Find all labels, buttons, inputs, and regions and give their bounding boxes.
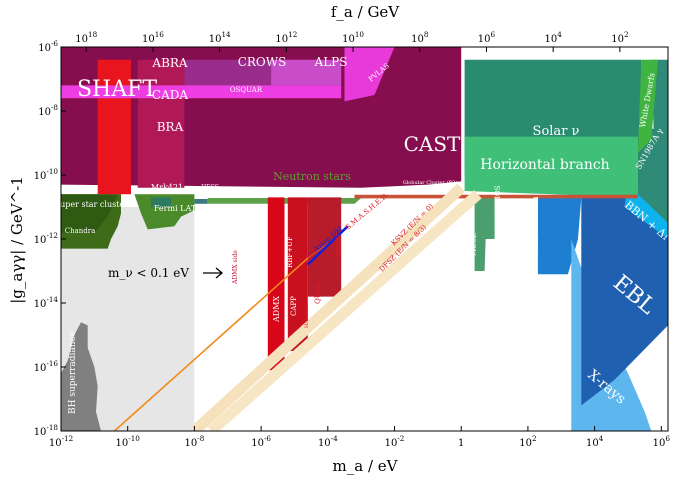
top-axis-label: f_a / GeV <box>331 3 400 21</box>
label-bra: BRA <box>157 120 184 134</box>
top-tick-label: 102 <box>611 30 628 45</box>
label-muse: MUSE <box>470 233 478 256</box>
label-capp: CAPP <box>290 296 298 316</box>
y-tick-label: 10-12 <box>34 231 58 246</box>
neutrino-bound-arrow <box>203 267 224 279</box>
y-axis-label: |g_aγγ| / GeV^-1 <box>8 176 26 304</box>
label-shaft: SHAFT <box>77 77 157 102</box>
label-osquar: OSQUAR <box>230 86 263 94</box>
line-axion-dm <box>306 225 349 266</box>
label-alps: ALPS <box>314 55 348 69</box>
top-tick-label: 1014 <box>209 30 231 45</box>
label-fermi: Fermi LAT <box>154 204 197 213</box>
line-m-0-1-ev <box>113 257 309 431</box>
region-fermi-lat <box>134 194 195 230</box>
region-vimos <box>481 197 495 239</box>
bottom-axis: 10-12 10-10 10-8 10-6 10-4 10-2 1 102 104 106 <box>49 426 671 449</box>
y-tick-label: 10-6 <box>38 39 58 54</box>
top-tick-label: 104 <box>545 30 563 45</box>
top-tick-label: 106 <box>478 30 496 45</box>
x-tick-label: 10-2 <box>385 434 405 449</box>
region-osquar <box>61 85 342 99</box>
label-organ: ORGAN <box>336 234 343 258</box>
x-tick-label: 10-6 <box>251 434 271 449</box>
label-rbf-uf: RBF+UF <box>286 236 294 268</box>
line-ksvz-e-n-0 <box>190 183 465 431</box>
label-admx: ADMX <box>272 296 281 323</box>
y-tick-label: 10-10 <box>34 167 59 182</box>
label-ion-fraction: ion. fraction <box>531 196 541 252</box>
x-tick-label: 10-10 <box>116 434 141 449</box>
label-mrk421: Mrk421 <box>151 183 183 192</box>
x-tick-label: 106 <box>653 434 671 449</box>
line-dfsz-e-n-8-3 <box>207 190 482 431</box>
region-horizontal-branch <box>464 136 638 198</box>
label-super-star-cluster: super star cluster <box>56 200 128 209</box>
label-hess: HESS <box>201 184 219 191</box>
label-cast: CAST <box>404 132 461 156</box>
label-solar: Solar ν <box>533 124 580 139</box>
label-quax: QUAX <box>314 283 322 304</box>
region-globular-cluster-r2 <box>354 194 638 199</box>
region-hess <box>194 199 208 204</box>
top-axis: 1018 1016 1014 1012 1010 108 106 104 102 <box>75 30 629 52</box>
region-ion-fraction <box>537 197 582 275</box>
label-horizontal-branch: Horizontal branch <box>480 157 609 173</box>
label-crows: CROWS <box>238 55 287 69</box>
region-admx <box>267 197 285 371</box>
y-tick-label: 10-8 <box>38 103 58 118</box>
x-tick-label: 1 <box>458 438 464 449</box>
region-alps <box>271 59 342 86</box>
y-tick-label: 10-18 <box>34 423 59 438</box>
region-white-dwarfs <box>638 59 658 153</box>
x-tick-label: 10-8 <box>185 434 205 449</box>
x-tick-label: 104 <box>586 434 604 449</box>
top-tick-label: 1016 <box>142 30 164 45</box>
region-rbf-uf <box>287 197 308 351</box>
region-ebl <box>581 197 668 406</box>
label-sn1987a-nu: SN1987A ν <box>670 65 683 112</box>
left-axis: 10-6 10-8 10-10 10-12 10-14 10-16 10-18 <box>34 39 66 438</box>
region-pvlas <box>344 47 395 102</box>
x-tick-label: 10-4 <box>318 434 338 449</box>
label-bh-superradiance: BH superradiance <box>68 331 78 414</box>
top-tick-label: 1010 <box>342 30 364 45</box>
label-neutron-stars: Neutron stars <box>273 170 351 183</box>
top-tick-label: 1018 <box>75 30 97 45</box>
label-vimos: VIMOS <box>494 185 502 212</box>
region-layer <box>61 47 668 431</box>
line-layer <box>113 183 482 431</box>
top-tick-label: 1012 <box>275 30 297 45</box>
x-tick-label: 102 <box>519 434 536 449</box>
label-haystac: HAYSTAC <box>304 303 310 328</box>
region-bh-superradiance <box>61 322 101 431</box>
region-super-star-cluster <box>61 194 118 233</box>
label-abra: ABRA <box>151 56 188 70</box>
label-admx-side: ADMX side <box>232 250 239 285</box>
region-mrk421 <box>151 197 172 207</box>
x-tick-label: 10-12 <box>49 434 73 449</box>
label-neutrino-bound: m_ν < 0.1 eV <box>108 266 189 280</box>
label-chandra: Chandra <box>65 227 96 235</box>
y-tick-label: 10-16 <box>34 359 59 374</box>
label-globular: Globular Cluster (R2) <box>403 179 458 186</box>
y-tick-label: 10-14 <box>34 295 59 310</box>
x-axis-label: m_a / eV <box>333 457 399 475</box>
label-cada: CADA <box>152 88 188 102</box>
top-tick-label: 108 <box>411 30 429 45</box>
